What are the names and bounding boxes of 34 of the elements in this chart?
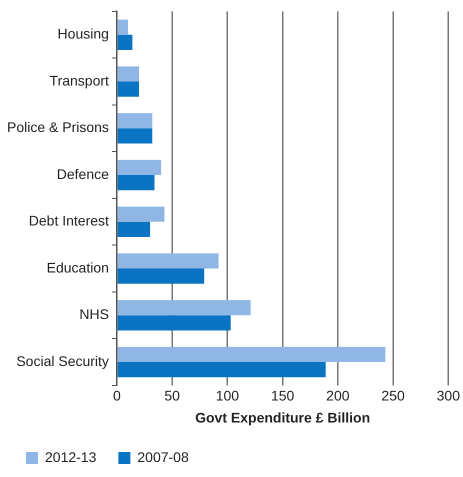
x-tick-label: 200 (326, 388, 350, 404)
x-tick-label: 300 (436, 388, 460, 404)
y-tick-label: Social Security (16, 352, 109, 369)
bar (118, 315, 231, 330)
bar (118, 82, 140, 97)
y-tick-label: Police & Prisons (6, 119, 109, 136)
bar (118, 113, 152, 128)
y-tick-label: Debt Interest (28, 212, 110, 229)
legend-label: 2012-13 (45, 448, 97, 465)
x-tick-label: 100 (216, 388, 240, 404)
bar (118, 268, 204, 284)
bar (118, 362, 326, 378)
y-tick-label: Transport (50, 72, 110, 88)
bar (118, 175, 154, 190)
x-tick-label: 50 (164, 388, 180, 404)
bar (118, 346, 386, 362)
bar (118, 20, 128, 35)
bar (118, 253, 219, 269)
y-tick-label: NHS (79, 306, 109, 322)
x-tick-label: 250 (381, 388, 405, 404)
x-tick-label: 0 (113, 388, 122, 404)
legend-label: 2007-08 (137, 448, 189, 465)
x-axis-title: Govt Expenditure £ Billion (195, 409, 370, 426)
x-tick-label: 150 (270, 388, 295, 404)
y-tick-label: Defence (56, 166, 110, 182)
bar (118, 300, 251, 316)
bar (118, 222, 150, 237)
bar (118, 160, 162, 176)
bar (118, 128, 152, 144)
y-tick-label: Education (46, 259, 109, 276)
bar (118, 66, 140, 82)
bar (118, 206, 164, 222)
bar (118, 34, 132, 50)
y-tick-label: Housing (58, 26, 109, 42)
